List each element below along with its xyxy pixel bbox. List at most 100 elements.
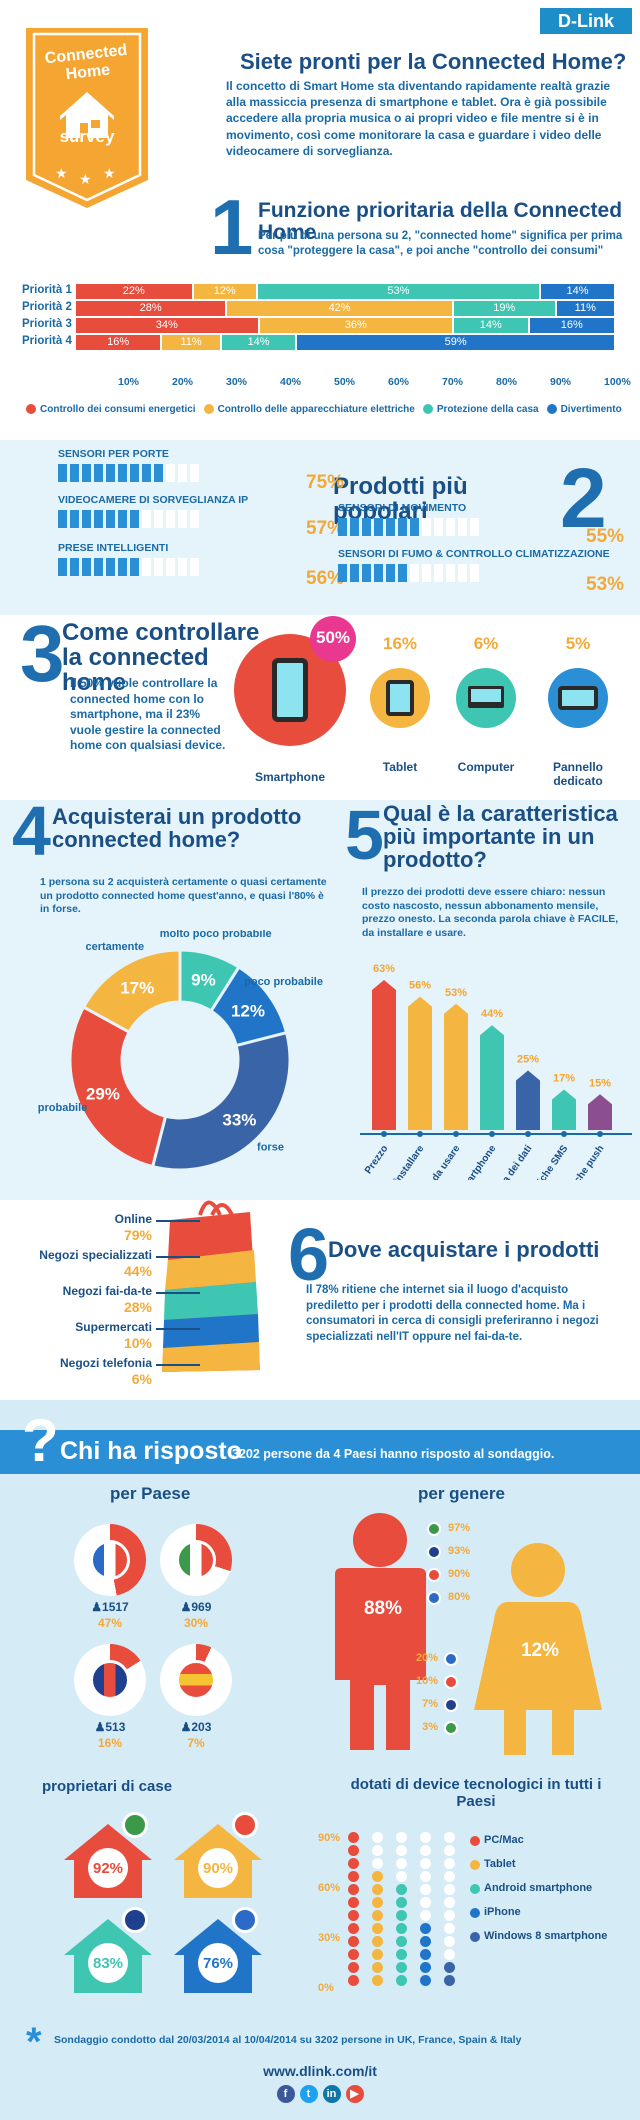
channel-connector (156, 1292, 200, 1294)
legend-label: Protezione della casa (436, 404, 539, 415)
person-icon (446, 518, 455, 536)
donut-pct: 33% (222, 1110, 256, 1129)
flag-icon (427, 1568, 441, 1582)
person-icon (130, 558, 139, 576)
dev-dot (444, 1871, 455, 1882)
person-icon (118, 464, 127, 482)
social-icon[interactable]: in (322, 2085, 341, 2103)
donut-pct: 12% (231, 1002, 265, 1021)
person-icon (458, 564, 467, 582)
priority-segment: 42% (227, 301, 454, 316)
female-flag-pct: 3% (422, 1721, 438, 1733)
priority-tick: 10% (118, 376, 140, 388)
device-pct: 5% (565, 634, 591, 653)
feature-axis-dot (489, 1131, 495, 1137)
male-head (353, 1513, 407, 1567)
flag-icon (176, 1660, 216, 1700)
dev-dot (348, 1936, 359, 1947)
person-icon (362, 518, 371, 536)
female-flag-pct: 20% (415, 1652, 438, 1664)
person-icon (386, 564, 395, 582)
person-icon (434, 564, 443, 582)
device-label: Computer (457, 760, 515, 774)
feature-bar (408, 996, 432, 1130)
product-pct: 56% (306, 568, 345, 589)
flag-icon (122, 1907, 148, 1933)
priority-segment: 14% (453, 318, 530, 333)
person-icon (410, 564, 419, 582)
section6-number: 6 (288, 1213, 330, 1296)
dev-dot (420, 1962, 431, 1973)
footer-url[interactable]: www.dlink.com/it (263, 2063, 377, 2079)
person-icon (166, 558, 175, 576)
dev-dot (420, 1910, 431, 1921)
person-icon (142, 558, 151, 576)
male-flag-pct: 90% (448, 1568, 471, 1580)
by-country-title: per Paese (110, 1484, 191, 1503)
laptop-icon (468, 686, 504, 708)
social-icon[interactable]: ▶ (345, 2085, 364, 2103)
social-icon[interactable]: f (276, 2085, 295, 2103)
dev-dot (444, 1975, 455, 1986)
dev-dot (420, 1975, 431, 1986)
priority-row: 34% 36% 14% 16% (76, 318, 616, 333)
person-icon (106, 558, 115, 576)
person-icon (434, 518, 443, 536)
feature-pct: 25% (517, 1053, 539, 1065)
dev-dot (420, 1949, 431, 1960)
feature-bar (372, 980, 396, 1130)
social-icon[interactable]: t (299, 2085, 318, 2103)
person-icon (94, 558, 103, 576)
dev-dot (372, 1871, 383, 1882)
priority-segment: 53% (257, 284, 542, 299)
priority-segment: 14% (541, 284, 616, 299)
person-icon (82, 464, 91, 482)
dev-dot (444, 1858, 455, 1869)
owners-title: proprietari di case (42, 1778, 173, 1795)
priority-tick: 70% (442, 376, 464, 388)
product-pct: 55% (586, 526, 625, 547)
country-pct: 30% (183, 1616, 209, 1630)
house-icon (174, 1824, 262, 1898)
donut-pct: 29% (86, 1084, 120, 1103)
dev-dot (348, 1845, 359, 1856)
flag-icon (232, 1812, 258, 1838)
priority-tick: 80% (496, 376, 518, 388)
male-flag-pct: 97% (448, 1522, 471, 1534)
section7-subtitle: 3202 persone da 4 Paesi hanno risposto a… (232, 1447, 555, 1461)
dev-dot (396, 1975, 407, 1986)
donut-label: molto poco probabile (160, 930, 272, 940)
person-icon (362, 564, 371, 582)
female-body (474, 1602, 602, 1755)
dev-dot (444, 1936, 455, 1947)
dev-dot (372, 1975, 383, 1986)
person-icon (130, 464, 139, 482)
person-icon (458, 518, 467, 536)
product-pct: 57% (306, 518, 345, 539)
footer-asterisk: * (26, 2020, 42, 2064)
person-icon (118, 558, 127, 576)
person-icon (118, 510, 127, 528)
person-icon (82, 510, 91, 528)
country-count: ♟513 (94, 1720, 126, 1734)
respondents-header-band (0, 1430, 640, 1474)
dev-dot (396, 1897, 407, 1908)
section2-title: Prodotti più popolari (333, 473, 468, 526)
person-icon (422, 518, 431, 536)
channel-connector (156, 1256, 200, 1258)
section2-number: 2 (560, 451, 607, 545)
legend-label: Controllo dei consumi energetici (40, 404, 196, 415)
dev-dot (396, 1936, 407, 1947)
priority-segment: 36% (259, 318, 454, 333)
dev-dot (444, 1845, 455, 1856)
person-icon (470, 518, 479, 536)
legend-label: Controllo delle apparecchiature elettric… (217, 404, 415, 415)
dev-dot (396, 1871, 407, 1882)
svg-text:★: ★ (79, 171, 92, 187)
device-label: Smartphone (254, 770, 325, 784)
donut-slice (81, 948, 182, 1035)
feature-label: Prezzo (363, 1143, 390, 1176)
channel-connector (156, 1364, 200, 1366)
priority-segment: 59% (297, 335, 616, 350)
dev-dot (348, 1858, 359, 1869)
